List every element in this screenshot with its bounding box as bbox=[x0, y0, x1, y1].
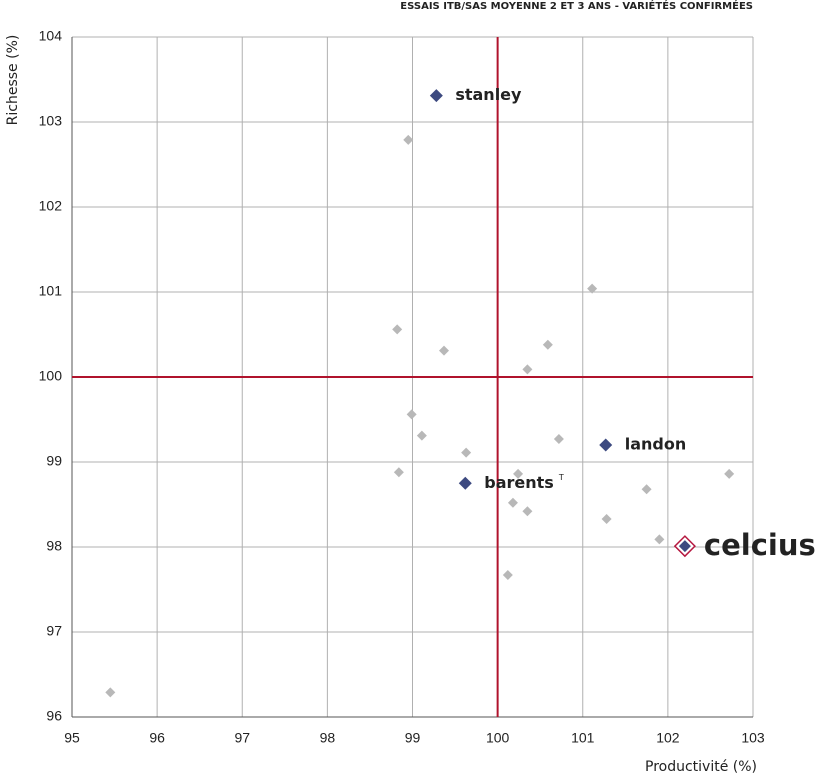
y-tick-label: 97 bbox=[46, 623, 62, 639]
y-tick-label: 98 bbox=[46, 538, 62, 554]
chart-title: ESSAIS ITB/SAS MOYENNE 2 ET 3 ANS - VARI… bbox=[400, 0, 753, 12]
point bbox=[393, 467, 404, 478]
y-tick-label: 102 bbox=[39, 198, 63, 214]
point bbox=[406, 409, 417, 420]
point bbox=[542, 339, 553, 350]
point bbox=[105, 687, 116, 698]
point-label: landon bbox=[625, 435, 687, 454]
y-tick-label: 99 bbox=[46, 453, 62, 469]
x-tick-label: 96 bbox=[149, 730, 165, 746]
point-label: celcius bbox=[704, 528, 816, 562]
point bbox=[429, 89, 443, 103]
y-tick-label: 100 bbox=[39, 368, 63, 384]
x-axis-label: Productivité (%) bbox=[645, 759, 757, 775]
point bbox=[601, 513, 612, 524]
point bbox=[507, 497, 518, 508]
x-tick-label: 103 bbox=[741, 730, 765, 746]
point bbox=[392, 324, 403, 335]
point bbox=[403, 134, 414, 145]
point-core bbox=[678, 540, 691, 553]
point bbox=[724, 468, 735, 479]
point bbox=[599, 438, 613, 452]
point-label: barents bbox=[484, 473, 554, 492]
point-label: stanley bbox=[455, 85, 522, 104]
y-tick-label: 104 bbox=[39, 28, 63, 44]
x-tick-label: 102 bbox=[656, 730, 680, 746]
point bbox=[416, 430, 427, 441]
point bbox=[513, 468, 524, 479]
x-tick-label: 98 bbox=[320, 730, 336, 746]
y-tick-label: 103 bbox=[39, 113, 63, 129]
point bbox=[461, 447, 472, 458]
x-tick-label: 95 bbox=[64, 730, 80, 746]
point bbox=[654, 534, 665, 545]
x-tick-label: 101 bbox=[571, 730, 595, 746]
point bbox=[641, 484, 652, 495]
point bbox=[502, 570, 513, 581]
x-tick-label: 97 bbox=[234, 730, 250, 746]
point bbox=[673, 535, 696, 558]
point bbox=[522, 506, 533, 517]
point bbox=[553, 434, 564, 445]
label-note: T bbox=[558, 473, 564, 482]
point bbox=[522, 364, 533, 375]
x-tick-label: 100 bbox=[486, 730, 510, 746]
y-axis-label: Richesse (%) bbox=[5, 35, 21, 126]
x-tick-label: 99 bbox=[405, 730, 421, 746]
y-tick-label: 96 bbox=[46, 708, 62, 724]
point bbox=[458, 476, 472, 490]
point bbox=[587, 283, 598, 294]
point bbox=[438, 345, 449, 356]
y-tick-label: 101 bbox=[39, 283, 63, 299]
